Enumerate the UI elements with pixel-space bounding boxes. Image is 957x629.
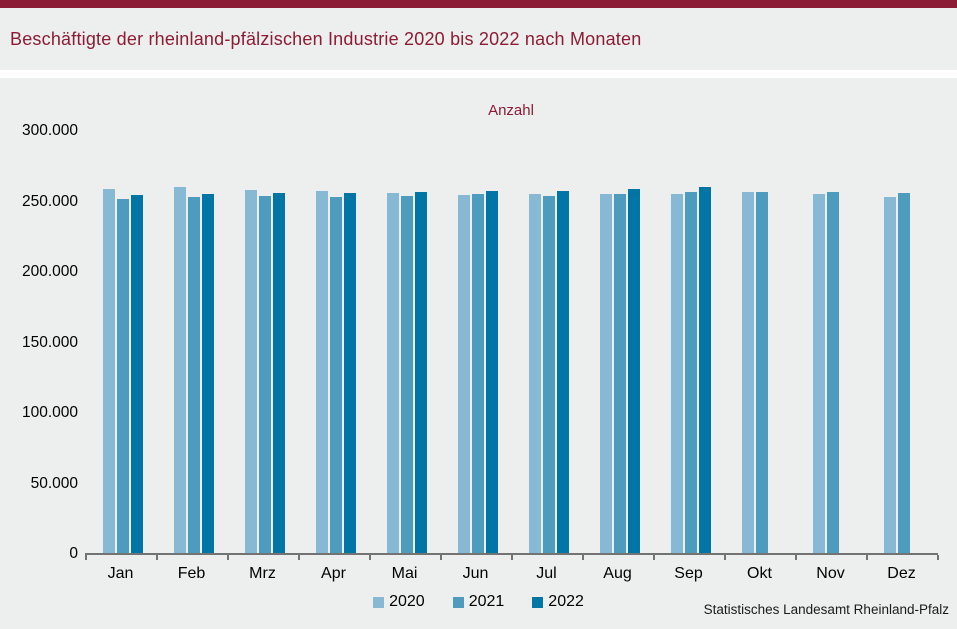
x-axis-label-nov: Nov (816, 565, 845, 582)
bar-2021-sep (684, 192, 697, 554)
bar-2021-okt (755, 191, 768, 554)
y-axis-tick-label: 200.000 (21, 263, 78, 280)
bar-2020-nov (812, 193, 825, 554)
x-axis-tick-mark (866, 555, 868, 560)
source-attribution: Statistisches Landesamt Rheinland-Pfalz (703, 602, 949, 617)
x-axis-tick-mark (369, 555, 371, 560)
value-axis-title: Anzahl (488, 102, 534, 119)
bar-2021-nov (826, 191, 839, 554)
x-axis-tick-mark (156, 555, 158, 560)
bar-2021-jun (471, 194, 484, 554)
legend-label: 2022 (548, 593, 584, 610)
bar-2020-sep (670, 193, 683, 554)
x-axis-tick-mark (724, 555, 726, 560)
legend-swatch-icon (373, 596, 385, 608)
bar-2022-jul (556, 190, 569, 554)
x-axis-label-jun: Jun (462, 565, 489, 582)
x-axis-tick-mark (653, 555, 655, 560)
x-axis-label-dez: Dez (887, 565, 916, 582)
bar-2020-mai (386, 193, 399, 554)
bar-2020-jan (102, 188, 115, 554)
bar-2021-aug (613, 194, 626, 554)
x-axis-tick-mark (440, 555, 442, 560)
legend-label: 2020 (389, 593, 425, 610)
x-axis-label-jan: Jan (107, 565, 134, 582)
x-axis-tick-mark (937, 555, 939, 560)
bar-2020-dez (883, 196, 896, 554)
bar-2020-aug (599, 194, 612, 554)
bar-2021-jan (116, 198, 129, 554)
bar-2020-jun (457, 195, 470, 554)
legend-label: 2021 (468, 593, 505, 610)
x-axis-label-mai: Mai (391, 565, 418, 582)
legend-item-2022: 2022 (532, 593, 584, 611)
y-axis-tick-label: 50.000 (30, 474, 78, 492)
x-axis-label-okt: Okt (747, 565, 772, 582)
x-axis-tick-mark (582, 555, 584, 560)
x-axis-tick-mark (795, 555, 797, 560)
bar-2021-jul (542, 195, 555, 554)
legend-swatch-icon (452, 596, 464, 608)
bar-2021-mrz (258, 195, 271, 554)
y-axis-tick-label: 0 (69, 545, 78, 562)
legend: 2020 2021 2022 (0, 593, 957, 611)
x-axis-line (85, 553, 938, 555)
legend-swatch-icon (532, 596, 544, 608)
x-axis-tick-mark (85, 555, 87, 560)
x-axis-tick-mark (227, 555, 229, 560)
legend-item-2020: 2020 (373, 593, 425, 611)
x-axis-label-aug: Aug (603, 565, 632, 582)
bar-2022-aug (627, 188, 640, 554)
bar-2022-jan (130, 195, 143, 554)
bar-2020-okt (741, 192, 754, 554)
page-title: Beschäftigte der rheinland-pfälzischen I… (10, 28, 642, 49)
x-axis-label-apr: Apr (321, 565, 346, 582)
x-axis-tick-mark (298, 555, 300, 560)
y-axis-tick-label: 250.000 (21, 192, 78, 210)
x-axis-label-mrz: Mrz (249, 565, 276, 582)
bar-2021-feb (187, 197, 200, 554)
bar-2021-mai (400, 195, 413, 554)
bar-2020-apr (315, 190, 328, 554)
title-band: Beschäftigte der rheinland-pfälzischen I… (0, 8, 957, 70)
bar-2021-apr (329, 196, 342, 554)
legend-item-2021: 2021 (452, 593, 505, 611)
bar-2022-jun (485, 190, 498, 554)
bar-2022-mrz (272, 193, 285, 554)
bar-2022-apr (343, 193, 356, 554)
x-axis-label-jul: Jul (536, 565, 557, 582)
bar-2020-feb (173, 187, 186, 554)
bar-2020-mrz (244, 189, 257, 554)
bar-2021-dez (897, 193, 910, 554)
header-accent-bar (0, 0, 957, 8)
chart-area: Anzahl 0 50.000 100.000 150.000 200.000 250.0… (0, 78, 957, 629)
divider (0, 70, 957, 78)
bar-2022-feb (201, 193, 214, 554)
bar-2022-mai (414, 192, 427, 554)
bar-2020-jul (528, 193, 541, 554)
y-axis-tick-label: 100.000 (21, 404, 78, 421)
y-axis-tick-label: 300.000 (21, 122, 78, 139)
x-axis-label-sep: Sep (674, 565, 703, 582)
x-axis-label-feb: Feb (177, 565, 206, 582)
x-axis-tick-mark (511, 555, 513, 560)
bar-2022-sep (698, 187, 711, 554)
y-axis-tick-label: 150.000 (21, 333, 78, 351)
